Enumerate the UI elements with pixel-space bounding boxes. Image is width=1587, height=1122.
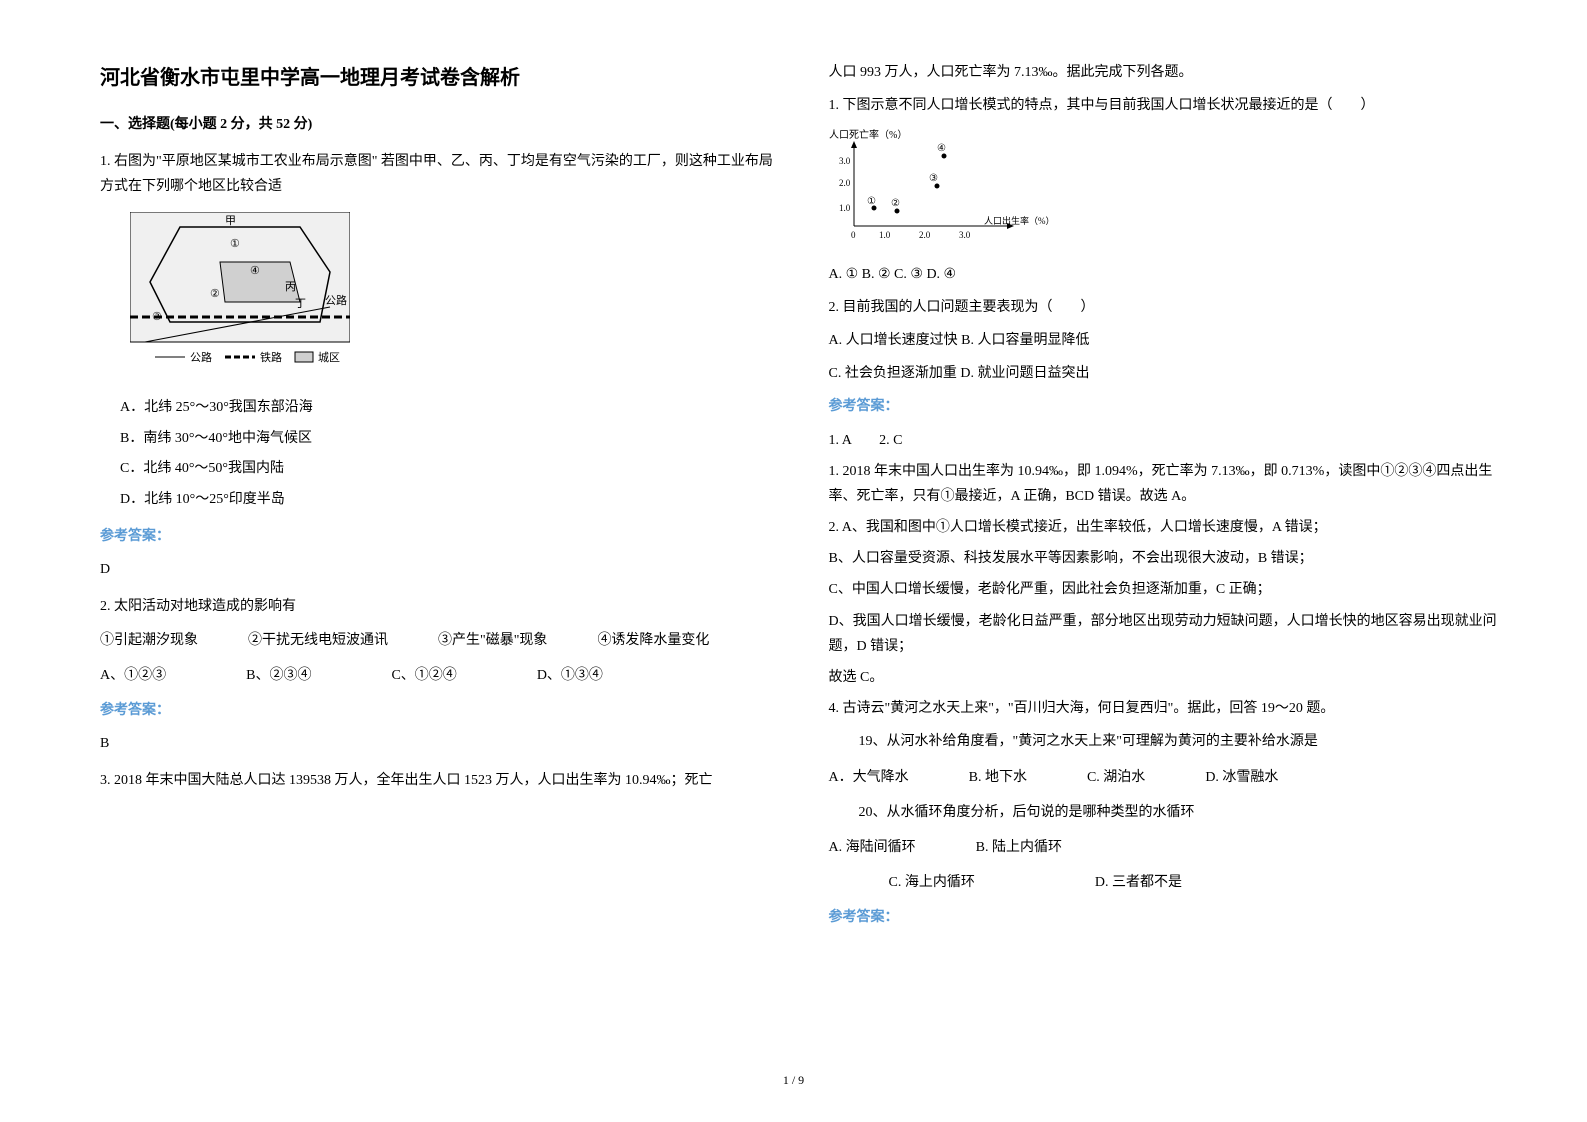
svg-text:1.0: 1.0 xyxy=(839,203,851,213)
svg-text:④: ④ xyxy=(250,265,260,277)
q2-items: ①引起潮汐现象 ②干扰无线电短波通讯 ③产生"磁暴"现象 ④诱发降水量变化 xyxy=(100,628,779,653)
q4-opt-a: A．大气降水 xyxy=(829,765,909,790)
q2-item1: ①引起潮汐现象 xyxy=(100,628,198,653)
question-4: 4. 古诗云"黄河之水天上来"，"百川归大海，何日复西归"。据此，回答 19～2… xyxy=(829,696,1508,930)
q3-text-p1: 3. 2018 年末中国大陆总人口达 139538 万人，全年出生人口 1523… xyxy=(100,768,779,793)
city-layout-diagram: 甲 ① ④ 丙 ② 丁 ③ 公路 公路 铁路 城区 xyxy=(130,212,350,372)
q3-ans-line: 1. A 2. C xyxy=(829,428,1508,453)
q1-opt-a: A．北纬 25°～30°我国东部沿海 xyxy=(120,393,779,424)
q1-answer: D xyxy=(100,557,779,582)
q1-opt-d: D．北纬 10°～25°印度半岛 xyxy=(120,485,779,516)
q2-text: 2. 太阳活动对地球造成的影响有 xyxy=(100,594,779,619)
q4-sub19-opts: A．大气降水 B. 地下水 C. 湖泊水 D. 冰雪融水 xyxy=(829,765,1508,790)
q1-opt-b: B．南纬 30°～40°地中海气候区 xyxy=(120,424,779,455)
question-1: 1. 右图为"平原地区某城市工农业布局示意图" 若图中甲、乙、丙、丁均是有空气污… xyxy=(100,149,779,582)
q3-sub2-cd: C. 社会负担逐渐加重 D. 就业问题日益突出 xyxy=(829,361,1508,386)
q2-opt-d: D、①③④ xyxy=(537,663,603,688)
q4-text: 4. 古诗云"黄河之水天上来"，"百川归大海，何日复西归"。据此，回答 19～2… xyxy=(829,696,1508,721)
q3-text-p2: 人口 993 万人，人口死亡率为 7.13‰。据此完成下列各题。 xyxy=(829,60,1508,85)
question-2: 2. 太阳活动对地球造成的影响有 ①引起潮汐现象 ②干扰无线电短波通讯 ③产生"… xyxy=(100,594,779,756)
svg-text:0: 0 xyxy=(851,230,856,240)
q2-opt-b: B、②③④ xyxy=(246,663,311,688)
q1-diagram: 甲 ① ④ 丙 ② 丁 ③ 公路 公路 铁路 城区 xyxy=(130,212,779,381)
q3-sub2-ab: A. 人口增长速度过快 B. 人口容量明显降低 xyxy=(829,328,1508,353)
q4-opt-c: C. 湖泊水 xyxy=(1087,765,1145,790)
population-chart: 人口死亡率（%） 1.0 2.0 3.0 1.0 2.0 3.0 0 ① ② ③ xyxy=(829,126,1508,255)
q4-opt-b: B. 地下水 xyxy=(969,765,1027,790)
q4-opt-d: D. 冰雪融水 xyxy=(1205,765,1278,790)
answer-label: 参考答案： xyxy=(829,394,1508,419)
svg-text:1.0: 1.0 xyxy=(879,230,891,240)
left-column: 河北省衡水市屯里中学高一地理月考试卷含解析 一、选择题(每小题 2 分，共 52… xyxy=(100,60,779,943)
svg-text:丁: 丁 xyxy=(295,298,306,310)
page-number: 1 / 9 xyxy=(783,1070,804,1092)
answer-label: 参考答案： xyxy=(100,698,779,723)
q2-item3: ③产生"磁暴"现象 xyxy=(438,628,547,653)
q1-options: A．北纬 25°～30°我国东部沿海 B．南纬 30°～40°地中海气候区 C．… xyxy=(120,393,779,516)
svg-text:④: ④ xyxy=(937,143,946,154)
svg-text:①: ① xyxy=(867,196,876,207)
q4-sub20-opts-ab: A. 海陆间循环 B. 陆上内循环 xyxy=(829,835,1508,860)
svg-text:②: ② xyxy=(210,288,220,300)
q1-text: 1. 右图为"平原地区某城市工农业布局示意图" 若图中甲、乙、丙、丁均是有空气污… xyxy=(100,149,779,199)
svg-text:公路: 公路 xyxy=(325,294,347,307)
svg-text:人口死亡率（%）: 人口死亡率（%） xyxy=(829,128,907,141)
q1-opt-c: C．北纬 40°～50°我国内陆 xyxy=(120,454,779,485)
q2-opt-c: C、①②④ xyxy=(391,663,456,688)
q3-exp2d: D、我国人口增长缓慢，老龄化日益严重，部分地区出现劳动力短缺问题，人口增长快的地… xyxy=(829,609,1508,659)
q3-exp2c: C、中国人口增长缓慢，老龄化严重，因此社会负担逐渐加重，C 正确； xyxy=(829,577,1508,602)
svg-text:②: ② xyxy=(891,198,900,209)
q3-exp2e: 故选 C。 xyxy=(829,665,1508,690)
q3-sub1-opts: A. ① B. ② C. ③ D. ④ xyxy=(829,262,1508,287)
q3-exp2a: 2. A、我国和图中①人口增长模式接近，出生率较低，人口增长速度慢，A 错误； xyxy=(829,515,1508,540)
svg-text:公路: 公路 xyxy=(190,351,212,364)
q4-sub19: 19、从河水补给角度看，"黄河之水天上来"可理解为黄河的主要补给水源是 xyxy=(859,729,1508,754)
svg-text:人口出生率（%）: 人口出生率（%） xyxy=(984,215,1049,226)
svg-text:③: ③ xyxy=(152,311,162,323)
q4-opt20-c: C. 海上内循环 xyxy=(889,870,975,895)
svg-text:铁路: 铁路 xyxy=(260,351,282,364)
q3-exp2b: B、人口容量受资源、科技发展水平等因素影响，不会出现很大波动，B 错误； xyxy=(829,546,1508,571)
answer-label: 参考答案： xyxy=(829,905,1508,930)
q2-item2: ②干扰无线电短波通讯 xyxy=(248,628,388,653)
q4-opt20-a: A. 海陆间循环 xyxy=(829,835,916,860)
answer-label: 参考答案： xyxy=(100,524,779,549)
q2-item4: ④诱发降水量变化 xyxy=(597,628,709,653)
svg-text:2.0: 2.0 xyxy=(919,230,931,240)
svg-text:①: ① xyxy=(230,238,240,250)
svg-text:甲: 甲 xyxy=(225,215,236,227)
question-3-part1: 3. 2018 年末中国大陆总人口达 139538 万人，全年出生人口 1523… xyxy=(100,768,779,793)
svg-text:③: ③ xyxy=(929,173,938,184)
q4-opt20-d: D. 三者都不是 xyxy=(1095,870,1182,895)
scatter-chart: 人口死亡率（%） 1.0 2.0 3.0 1.0 2.0 3.0 0 ① ② ③ xyxy=(829,126,1049,246)
svg-text:3.0: 3.0 xyxy=(959,230,971,240)
section-header: 一、选择题(每小题 2 分，共 52 分) xyxy=(100,112,779,137)
svg-text:2.0: 2.0 xyxy=(839,178,851,188)
q2-answer: B xyxy=(100,731,779,756)
q3-exp1: 1. 2018 年末中国人口出生率为 10.94‰，即 1.094%，死亡率为 … xyxy=(829,459,1508,509)
q4-sub20: 20、从水循环角度分析，后句说的是哪种类型的水循环 xyxy=(859,800,1508,825)
q3-sub2: 2. 目前我国的人口问题主要表现为（ ） xyxy=(829,295,1508,320)
svg-text:城区: 城区 xyxy=(318,351,340,364)
svg-text:丙: 丙 xyxy=(285,281,296,293)
exam-title: 河北省衡水市屯里中学高一地理月考试卷含解析 xyxy=(100,60,779,96)
q2-options: A、①②③ B、②③④ C、①②④ D、①③④ xyxy=(100,663,779,688)
q2-opt-a: A、①②③ xyxy=(100,663,166,688)
q4-opt20-b: B. 陆上内循环 xyxy=(976,835,1062,860)
svg-text:3.0: 3.0 xyxy=(839,156,851,166)
right-column: 人口 993 万人，人口死亡率为 7.13‰。据此完成下列各题。 1. 下图示意… xyxy=(829,60,1508,943)
q4-sub20-opts-cd: C. 海上内循环 D. 三者都不是 xyxy=(889,870,1508,895)
q3-sub1: 1. 下图示意不同人口增长模式的特点，其中与目前我国人口增长状况最接近的是（ ） xyxy=(829,93,1508,118)
